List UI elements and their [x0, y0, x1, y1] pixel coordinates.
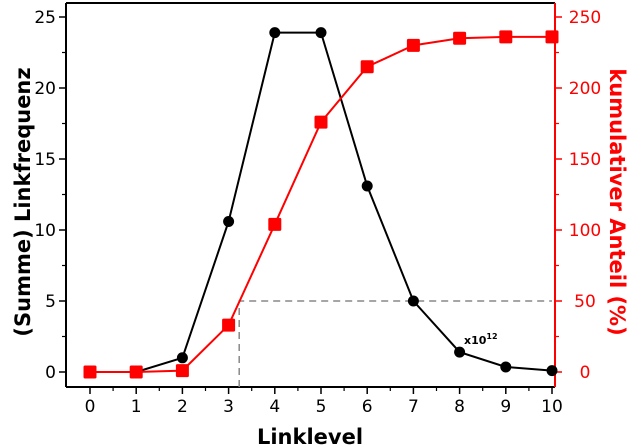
series-1-point-7 — [406, 38, 420, 52]
reference-dashed-line — [238, 300, 552, 387]
y-right-tick-label-200: 200 — [569, 79, 601, 99]
y-left-tick-label-20: 20 — [34, 79, 56, 99]
series-0-point-6 — [361, 180, 373, 192]
series-1-point-1 — [129, 365, 143, 379]
series-0-point-10 — [546, 365, 558, 377]
x-tick-label-10: 10 — [541, 397, 563, 417]
x-tick-label-0: 0 — [85, 397, 96, 417]
series-0-point-3 — [223, 215, 235, 227]
series-layer — [83, 27, 559, 379]
series-0-point-9 — [500, 361, 512, 373]
y-right-tick-label-150: 150 — [569, 150, 601, 170]
x-tick-label-7: 7 — [408, 397, 419, 417]
y-right-tick-label-100: 100 — [569, 221, 601, 241]
y-left-tick-label-5: 5 — [45, 292, 56, 312]
x-tick-label-2: 2 — [177, 397, 188, 417]
series-1-point-6 — [360, 60, 374, 74]
x-tick-label-9: 9 — [500, 397, 511, 417]
y-left-tick-label-25: 25 — [34, 8, 56, 28]
series-0-line — [90, 31, 553, 373]
series-0-point-5 — [315, 27, 327, 39]
series-0-point-4 — [269, 27, 281, 39]
series-0-point-2 — [176, 352, 188, 364]
y-left-tick-label-0: 0 — [45, 363, 56, 383]
multiplier-base: x10 — [464, 334, 487, 347]
series-1-point-0 — [83, 365, 97, 379]
y-left-tick-label-10: 10 — [34, 221, 56, 241]
annotations — [238, 300, 552, 387]
y-right-tick-label-0: 0 — [580, 363, 591, 383]
y-right-tick-label-50: 50 — [574, 292, 596, 312]
x-tick-label-6: 6 — [362, 397, 373, 417]
series-1-point-9 — [499, 30, 513, 44]
series-1-point-8 — [453, 31, 467, 45]
x-tick-label-8: 8 — [454, 397, 465, 417]
x-tick-label-1: 1 — [131, 397, 142, 417]
series-1-point-10 — [545, 30, 559, 44]
x-tick-label-4: 4 — [269, 397, 280, 417]
y-left-tick-label-15: 15 — [34, 150, 56, 170]
series-1-point-4 — [268, 217, 282, 231]
x-tick-label-5: 5 — [316, 397, 327, 417]
y-right-tick-label-250: 250 — [569, 8, 601, 28]
x-tick-label-3: 3 — [223, 397, 234, 417]
multiplier-label: x1012 — [464, 332, 498, 347]
multiplier-exponent: 12 — [486, 332, 497, 341]
series-1-point-5 — [314, 115, 328, 129]
series-0-point-8 — [454, 346, 466, 358]
y-axis-left-title: (Summe) Linkfrequenz — [11, 67, 35, 336]
y-axis-right-title: kumulativer Anteil (%) — [605, 68, 629, 335]
series-1-line — [90, 35, 552, 373]
series-0-point-7 — [407, 295, 419, 307]
x-axis-title: Linklevel — [257, 425, 363, 448]
series-1-point-3 — [222, 318, 236, 332]
series-1-point-2 — [175, 364, 189, 378]
